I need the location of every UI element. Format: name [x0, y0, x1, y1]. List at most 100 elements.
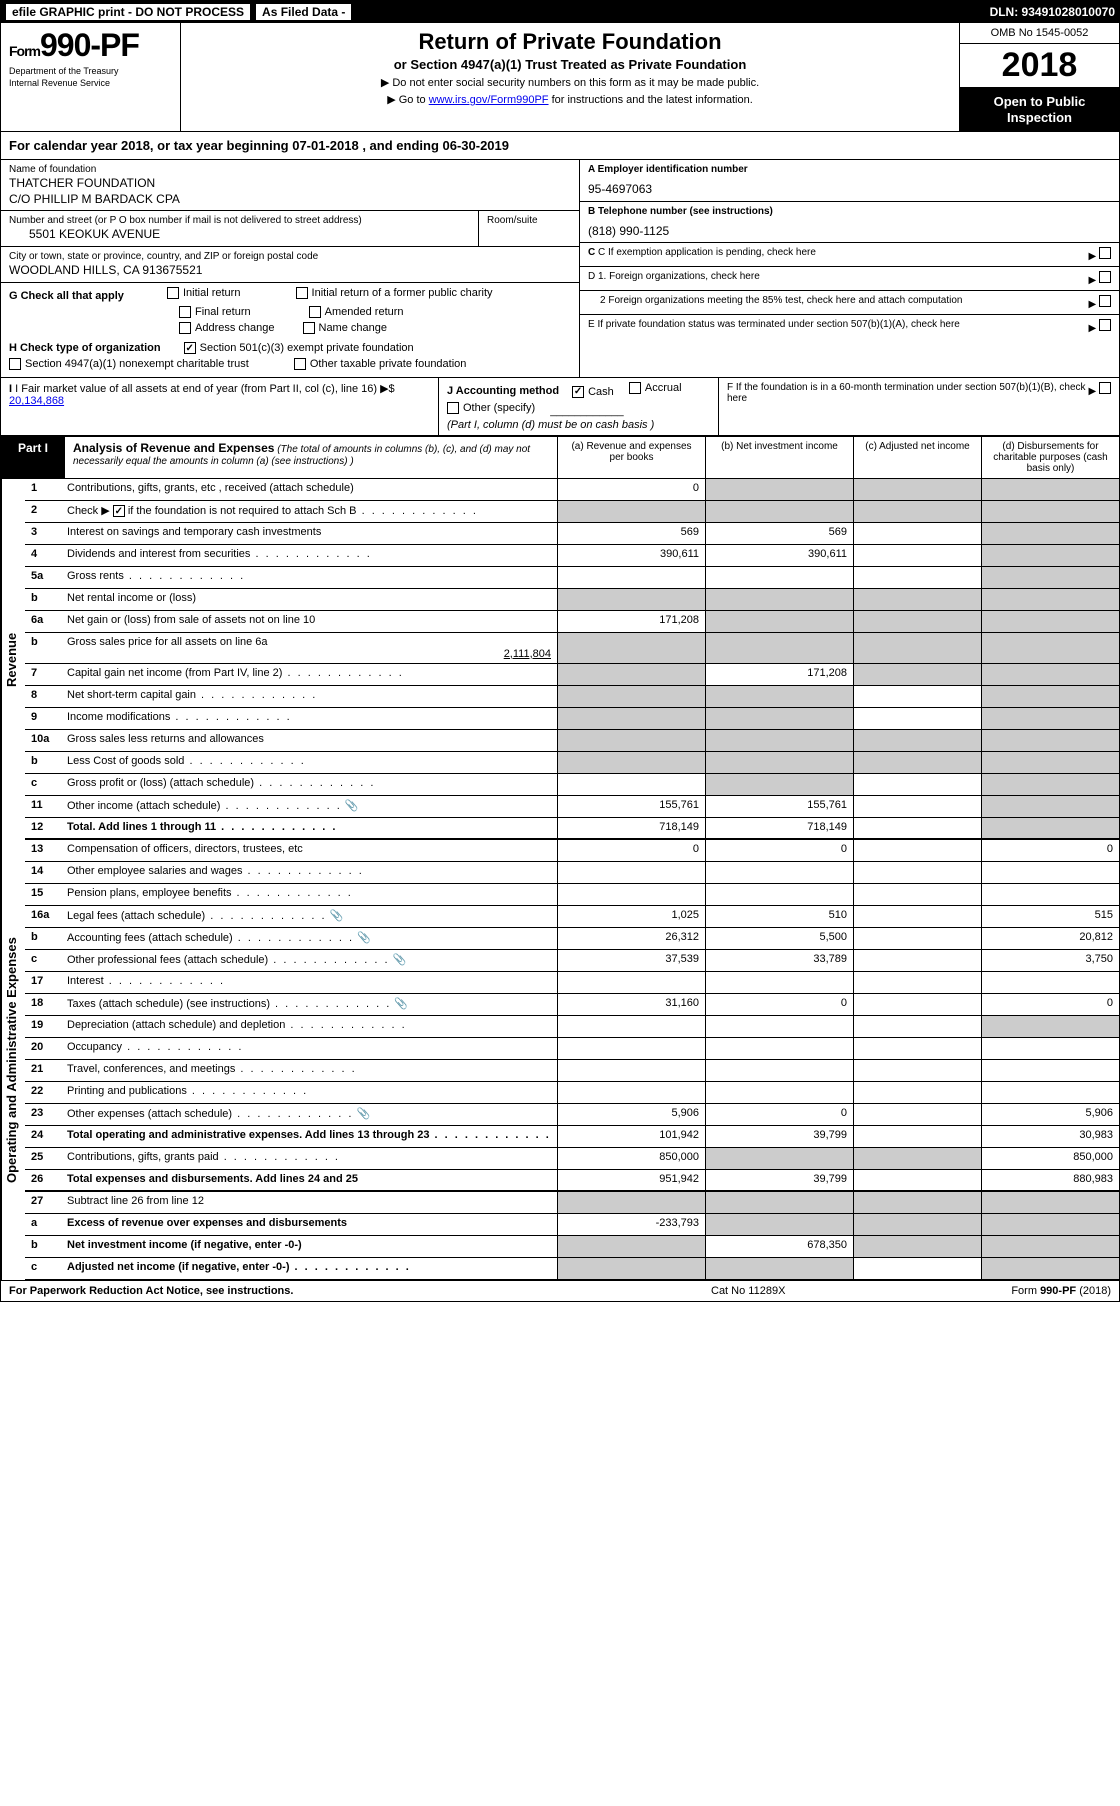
- dln: DLN: 93491028010070: [990, 5, 1115, 19]
- dept-line2: Internal Revenue Service: [9, 78, 172, 88]
- col-b-header: (b) Net investment income: [705, 437, 853, 478]
- asfiled-box: As Filed Data -: [255, 3, 352, 21]
- table-row: bNet investment income (if negative, ent…: [25, 1236, 1119, 1258]
- revenue-section: Revenue 1Contributions, gifts, grants, e…: [1, 479, 1119, 840]
- table-row: 9Income modifications: [25, 708, 1119, 730]
- checkbox-f[interactable]: [1099, 382, 1111, 394]
- addr-label: Number and street (or P O box number if …: [9, 214, 470, 227]
- col-c-header: (c) Adjusted net income: [853, 437, 981, 478]
- attach-icon[interactable]: 📎: [357, 1108, 371, 1120]
- table-row: 19Depreciation (attach schedule) and dep…: [25, 1016, 1119, 1038]
- checkbox-other-method[interactable]: [447, 402, 459, 414]
- table-row: 5aGross rents: [25, 567, 1119, 589]
- fmv-accounting-row: I I Fair market value of all assets at e…: [1, 378, 1119, 437]
- table-row: 23Other expenses (attach schedule) 📎5,90…: [25, 1104, 1119, 1126]
- form-subtitle: or Section 4947(a)(1) Trust Treated as P…: [187, 57, 953, 72]
- part1-label: Part I: [1, 437, 65, 478]
- table-row: cAdjusted net income (if negative, enter…: [25, 1258, 1119, 1280]
- table-row: 1Contributions, gifts, grants, etc , rec…: [25, 479, 1119, 501]
- city-label: City or town, state or province, country…: [9, 250, 571, 263]
- e-label: E If private foundation status was termi…: [588, 319, 1083, 334]
- irs-link[interactable]: www.irs.gov/Form990PF: [429, 94, 549, 106]
- checkbox-e[interactable]: [1099, 319, 1111, 331]
- c-label: C If exemption application is pending, c…: [598, 247, 816, 258]
- attach-icon[interactable]: 📎: [357, 932, 371, 944]
- table-row: 21Travel, conferences, and meetings: [25, 1060, 1119, 1082]
- form-title: Return of Private Foundation: [187, 29, 953, 55]
- name-label: Name of foundation: [9, 163, 571, 176]
- calendar-year: For calendar year 2018, or tax year begi…: [1, 132, 1119, 160]
- table-row: 14Other employee salaries and wages: [25, 862, 1119, 884]
- phone-value: (818) 990-1125: [588, 224, 1111, 240]
- checkbox-cash[interactable]: ✓: [572, 386, 584, 398]
- col-d-header: (d) Disbursements for charitable purpose…: [981, 437, 1119, 478]
- f-label: F If the foundation is in a 60-month ter…: [727, 382, 1089, 404]
- table-row: cGross profit or (loss) (attach schedule…: [25, 774, 1119, 796]
- phone-label: B Telephone number (see instructions): [588, 205, 1111, 218]
- city-state-zip: WOODLAND HILLS, CA 913675521: [9, 263, 571, 279]
- checkbox-final-return[interactable]: [179, 306, 191, 318]
- j-note: (Part I, column (d) must be on cash basi…: [447, 419, 710, 431]
- table-row: 24Total operating and administrative exp…: [25, 1126, 1119, 1148]
- dept-line1: Department of the Treasury: [9, 66, 172, 76]
- fmv-amount: 20,134,868: [9, 395, 64, 407]
- tax-year: 2018: [960, 44, 1119, 88]
- checkbox-schb[interactable]: ✓: [113, 505, 125, 517]
- expenses-section: Operating and Administrative Expenses 13…: [1, 840, 1119, 1280]
- checkbox-accrual[interactable]: [629, 382, 641, 394]
- table-row: 27Subtract line 26 from line 12: [25, 1192, 1119, 1214]
- checkbox-initial-former[interactable]: [296, 287, 308, 299]
- attach-icon[interactable]: 📎: [393, 954, 407, 966]
- form-number: 990-PF: [40, 27, 139, 63]
- table-row: bNet rental income or (loss): [25, 589, 1119, 611]
- form-note2: ▶ Go to www.irs.gov/Form990PF for instru…: [187, 93, 953, 106]
- checkbox-name-change[interactable]: [303, 322, 315, 334]
- table-row: 25Contributions, gifts, grants paid850,0…: [25, 1148, 1119, 1170]
- form-page: efile GRAPHIC print - DO NOT PROCESS As …: [0, 0, 1120, 1302]
- part1-title: Analysis of Revenue and Expenses: [73, 441, 274, 455]
- table-row: 6aNet gain or (loss) from sale of assets…: [25, 611, 1119, 633]
- form-note1: ▶ Do not enter social security numbers o…: [187, 76, 953, 89]
- checkbox-address-change[interactable]: [179, 322, 191, 334]
- table-row: 8Net short-term capital gain: [25, 686, 1119, 708]
- table-row: 2Check ▶ ✓ if the foundation is not requ…: [25, 501, 1119, 523]
- part1-header: Part I Analysis of Revenue and Expenses …: [1, 437, 1119, 479]
- table-row: 11Other income (attach schedule) 📎155,76…: [25, 796, 1119, 818]
- table-row: 15Pension plans, employee benefits: [25, 884, 1119, 906]
- table-row: 4Dividends and interest from securities3…: [25, 545, 1119, 567]
- table-row: 13Compensation of officers, directors, t…: [25, 840, 1119, 862]
- table-row: bAccounting fees (attach schedule) 📎26,3…: [25, 928, 1119, 950]
- table-row: 26Total expenses and disbursements. Add …: [25, 1170, 1119, 1192]
- table-row: 22Printing and publications: [25, 1082, 1119, 1104]
- table-row: 7Capital gain net income (from Part IV, …: [25, 664, 1119, 686]
- checkbox-d1[interactable]: [1099, 271, 1111, 283]
- table-row: cOther professional fees (attach schedul…: [25, 950, 1119, 972]
- d2-label: 2 Foreign organizations meeting the 85% …: [588, 295, 1083, 310]
- checkbox-c[interactable]: [1099, 247, 1111, 259]
- open-inspection: Open to Public Inspection: [960, 88, 1119, 131]
- checkbox-d2[interactable]: [1099, 295, 1111, 307]
- table-row: bLess Cost of goods sold: [25, 752, 1119, 774]
- table-row: 3Interest on savings and temporary cash …: [25, 523, 1119, 545]
- attach-icon[interactable]: 📎: [345, 800, 359, 812]
- page-footer: For Paperwork Reduction Act Notice, see …: [1, 1280, 1119, 1301]
- checkbox-4947a1[interactable]: [9, 358, 21, 370]
- expenses-side-label: Operating and Administrative Expenses: [1, 840, 25, 1280]
- attach-icon[interactable]: 📎: [394, 998, 408, 1010]
- table-row: bGross sales price for all assets on lin…: [25, 633, 1119, 664]
- footer-mid: Cat No 11289X: [711, 1285, 911, 1297]
- form-prefix: Form: [9, 43, 40, 59]
- table-row: 18Taxes (attach schedule) (see instructi…: [25, 994, 1119, 1016]
- attach-icon[interactable]: 📎: [330, 910, 344, 922]
- entity-info: Name of foundation THATCHER FOUNDATION C…: [1, 160, 1119, 378]
- omb-number: OMB No 1545-0052: [960, 23, 1119, 44]
- checkbox-501c3[interactable]: ✓: [184, 342, 196, 354]
- form-header: Form990-PF Department of the Treasury In…: [1, 23, 1119, 132]
- checkbox-amended[interactable]: [309, 306, 321, 318]
- checkbox-other-taxable[interactable]: [294, 358, 306, 370]
- footer-left: For Paperwork Reduction Act Notice, see …: [9, 1285, 711, 1297]
- table-row: aExcess of revenue over expenses and dis…: [25, 1214, 1119, 1236]
- checkbox-initial-return[interactable]: [167, 287, 179, 299]
- col-a-header: (a) Revenue and expenses per books: [557, 437, 705, 478]
- street-address: 5501 KEOKUK AVENUE: [9, 227, 470, 243]
